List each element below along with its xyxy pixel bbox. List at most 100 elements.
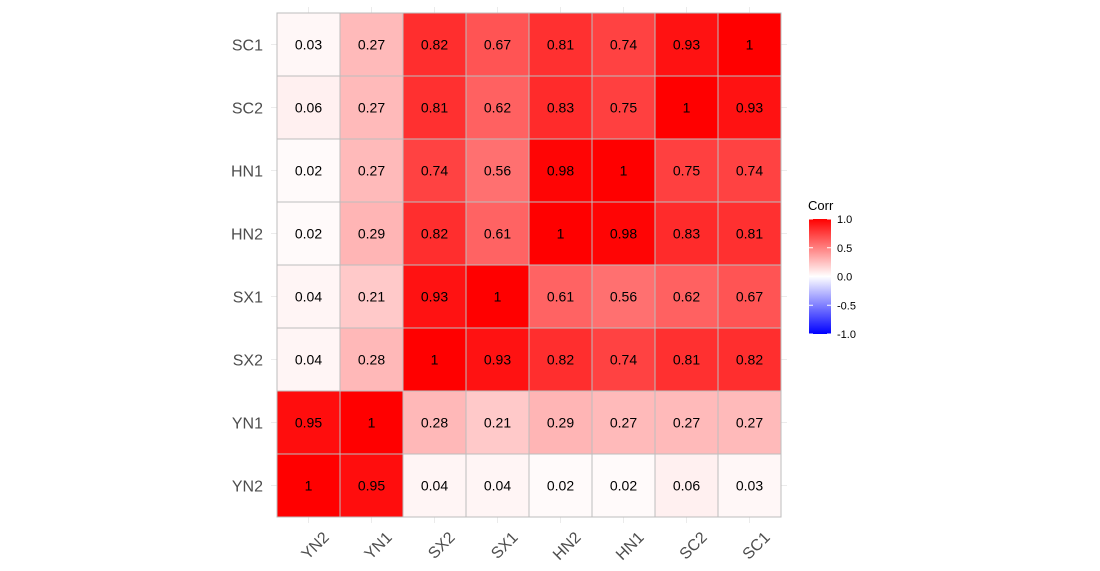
cell-value-label: 0.61	[484, 226, 511, 242]
cell-value-label: 0.03	[295, 37, 322, 53]
heatmap-cell	[591, 453, 656, 518]
legend-tick-label: 0.0	[837, 272, 852, 284]
cell-value-label: 0.81	[421, 100, 448, 116]
cell-value-label: 0.82	[421, 37, 448, 53]
cell-value-label: 0.28	[358, 352, 385, 368]
y-tick-label: YN2	[232, 479, 263, 496]
cell-value-label: 0.04	[295, 289, 322, 305]
cell-value-label: 0.56	[610, 289, 637, 305]
cell-value-label: 0.83	[673, 226, 700, 242]
heatmap-cell	[465, 327, 530, 392]
cell-value-label: 1	[431, 352, 439, 368]
heatmap-cell	[717, 390, 782, 455]
cell-value-label: 0.82	[736, 352, 763, 368]
cell-value-label: 1	[368, 415, 376, 431]
heatmap-cell	[402, 201, 467, 266]
heatmap-cell	[465, 75, 530, 140]
cell-value-label: 0.93	[484, 352, 511, 368]
cell-value-label: 0.28	[421, 415, 448, 431]
x-tick-label: YN1	[362, 529, 396, 563]
heatmap-cell	[465, 12, 530, 77]
cell-value-label: 0.27	[610, 415, 637, 431]
legend-tick-label: -1.0	[837, 329, 856, 341]
cell-value-label: 1	[620, 163, 628, 179]
legend-colorbar	[809, 219, 831, 334]
heatmap-cell	[528, 327, 593, 392]
x-tick-label: SC1	[740, 529, 774, 563]
x-tick-label: SC2	[677, 529, 711, 563]
cell-value-label: 0.74	[421, 163, 448, 179]
heatmap-cell	[402, 264, 467, 329]
cell-value-label: 0.67	[736, 289, 763, 305]
heatmap-cell	[591, 264, 656, 329]
cell-value-label: 0.27	[673, 415, 700, 431]
cell-value-label: 0.62	[484, 100, 511, 116]
cell-value-label: 0.74	[610, 37, 637, 53]
x-tick-label: HN1	[613, 529, 648, 564]
heatmap-cell	[402, 327, 467, 392]
y-tick-label: SX1	[233, 290, 263, 307]
heatmap-cell	[276, 264, 341, 329]
cell-value-label: 0.03	[736, 478, 763, 494]
cell-value-label: 0.95	[295, 415, 322, 431]
heatmap-cell	[402, 138, 467, 203]
legend-tick-label: 0.5	[837, 243, 852, 255]
cell-value-label: 0.75	[673, 163, 700, 179]
heatmap-cell	[528, 138, 593, 203]
heatmap-cell	[528, 12, 593, 77]
heatmap-cell	[339, 327, 404, 392]
heatmap-cell	[276, 75, 341, 140]
y-tick-label: SC2	[232, 101, 263, 118]
heatmap-cell	[528, 390, 593, 455]
heatmap-cell	[276, 390, 341, 455]
cell-value-label: 0.06	[673, 478, 700, 494]
cell-value-label: 0.04	[421, 478, 448, 494]
cell-value-label: 0.93	[421, 289, 448, 305]
heatmap-cell	[276, 327, 341, 392]
legend: Corr 1.0 0.5 0.0 -0.5 -1.0	[808, 198, 856, 341]
cell-value-label: 0.27	[358, 163, 385, 179]
x-tick-label: SX1	[488, 529, 521, 562]
heatmap-cell	[591, 138, 656, 203]
cell-value-labels: 0.03 0.27 0.82 0.67 0.81 0.74 0.93 1 0.06 0.27 0.8…	[295, 37, 763, 494]
legend-tick-label: -0.5	[837, 300, 856, 312]
cell-value-label: 0.27	[736, 415, 763, 431]
cell-value-label: 0.29	[547, 415, 574, 431]
cell-value-label: 0.74	[736, 163, 763, 179]
cell-value-label: 0.93	[673, 37, 700, 53]
cell-value-label: 0.29	[358, 226, 385, 242]
y-tick-label: HN2	[231, 227, 263, 244]
cell-value-label: 0.93	[736, 100, 763, 116]
heatmap-cell	[339, 75, 404, 140]
heatmap-cell	[591, 75, 656, 140]
cell-value-label: 0.27	[358, 100, 385, 116]
heatmap-cell	[402, 453, 467, 518]
cell-value-label: 0.21	[358, 289, 385, 305]
x-tick-label: HN2	[550, 529, 585, 564]
cell-value-label: 0.81	[736, 226, 763, 242]
heatmap-cell	[591, 12, 656, 77]
heatmap-cell	[717, 453, 782, 518]
heatmap-cell	[528, 75, 593, 140]
x-axis: YN2 YN1 SX2 SX1 HN2 HN1 SC2 SC1	[299, 529, 774, 564]
heatmap-cell	[654, 390, 719, 455]
cell-value-label: 1	[683, 100, 691, 116]
cell-value-label: 0.21	[484, 415, 511, 431]
cell-value-label: 0.61	[547, 289, 574, 305]
heatmap-cell	[717, 264, 782, 329]
cell-value-label: 0.62	[673, 289, 700, 305]
heatmap-cell	[717, 201, 782, 266]
cell-value-label: 0.02	[295, 163, 322, 179]
cell-value-label: 0.56	[484, 163, 511, 179]
cell-value-label: 0.27	[358, 37, 385, 53]
heatmap-cell	[276, 453, 341, 518]
heatmap-cells	[276, 12, 782, 518]
legend-tick-label: 1.0	[837, 214, 852, 226]
cell-value-label: 0.04	[484, 478, 511, 494]
cell-value-label: 0.04	[295, 352, 322, 368]
heatmap-cell	[654, 327, 719, 392]
cell-value-label: 0.02	[295, 226, 322, 242]
cell-value-label: 1	[746, 37, 754, 53]
heatmap-cell	[654, 12, 719, 77]
